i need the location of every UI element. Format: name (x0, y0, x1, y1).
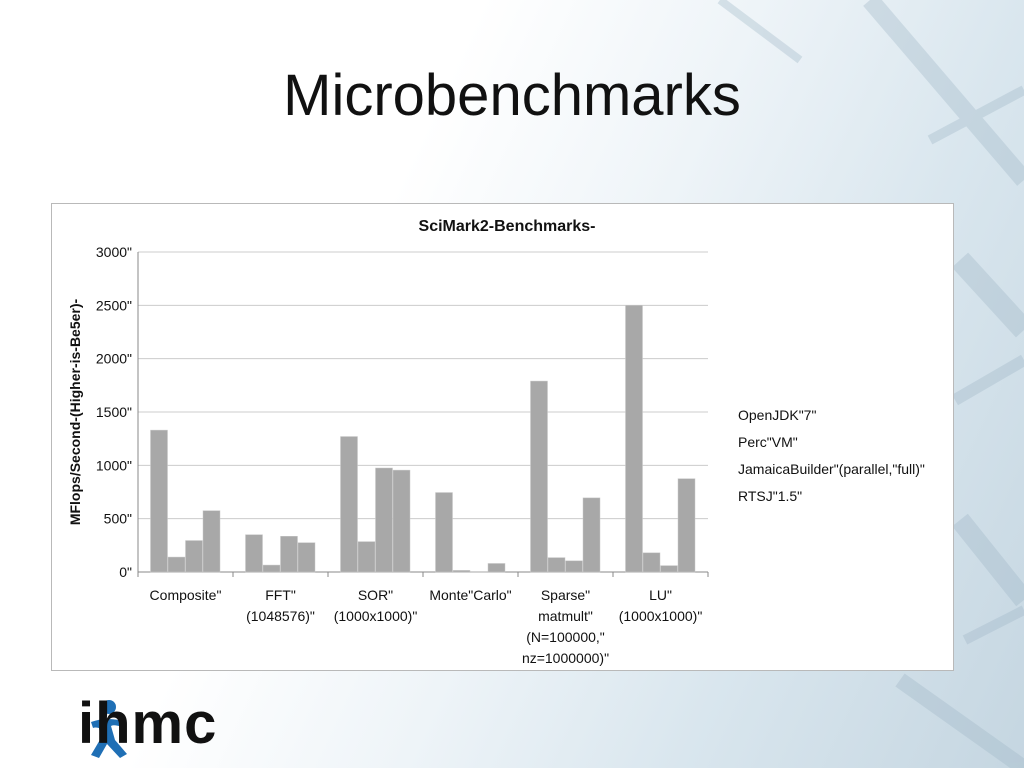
x-category-label-1-line1: (1048576)" (246, 608, 315, 624)
x-category-label-5-line0: LU" (649, 587, 672, 603)
y-tick-label-0: 0" (119, 564, 132, 580)
bar-cat3-series2 (470, 571, 488, 573)
x-category-label-4-line3: nz=1000000)" (522, 650, 609, 666)
logo-text: ihmc (78, 691, 218, 756)
x-category-label-4-line0: Sparse" (541, 587, 590, 603)
y-tick-label-4: 2000" (96, 351, 132, 367)
bar-cat4-series2 (565, 560, 583, 573)
x-category-label-0-line0: Composite" (150, 587, 222, 603)
legend-entry-0: OpenJDK"7" (738, 407, 816, 423)
bar-cat2-series2 (375, 467, 393, 573)
bar-cat5-series2 (660, 565, 678, 573)
y-tick-label-5: 2500" (96, 297, 132, 313)
y-tick-label-1: 500" (104, 511, 132, 527)
bar-chart: SciMark2-Benchmarks- 0" 500" 1000" 1500" 2000… (67, 218, 925, 666)
legend-entry-1: Perc"VM" (738, 434, 798, 450)
bar-cat4-series1 (547, 557, 566, 573)
bar-cat4-series0 (530, 380, 548, 573)
legend-entry-3: RTSJ"1.5" (738, 488, 802, 504)
bar-cat1-series0 (245, 534, 263, 573)
bar-cat2-series3 (392, 469, 411, 573)
bar-cat0-series2 (185, 540, 203, 573)
x-category-label-1-line0: FFT" (265, 587, 296, 603)
bar-cat5-series0 (625, 305, 643, 573)
bar-cat0-series1 (167, 556, 186, 573)
legend-entry-2: JamaicaBuilder"(parallel,"full)" (738, 461, 925, 477)
bar-cat3-series0 (435, 492, 453, 573)
bar-cat2-series0 (340, 436, 358, 573)
bar-cat5-series1 (642, 552, 661, 573)
bar-cat0-series3 (202, 510, 221, 573)
y-axis-label: MFlops/Second-(Higher-is-Be5er)- (67, 298, 83, 525)
bar-cat1-series1 (262, 564, 281, 573)
x-category-label-4-line2: (N=100000," (526, 629, 605, 645)
chart-frame: SciMark2-Benchmarks- 0" 500" 1000" 1500" 2000… (51, 203, 954, 671)
bar-cat3-series3 (487, 563, 506, 573)
y-tick-label-3: 1500" (96, 404, 132, 420)
x-category-label-2-line0: SOR" (358, 587, 393, 603)
x-category-label-3-line0: Monte"Carlo" (429, 587, 511, 603)
running-figure-icon (91, 700, 127, 758)
bar-cat3-series1 (452, 570, 471, 573)
y-tick-label-6: 3000" (96, 244, 132, 260)
x-category-label-2-line1: (1000x1000)" (334, 608, 418, 624)
bar-cat1-series3 (297, 542, 316, 573)
bar-cat0-series0 (150, 429, 168, 573)
x-category-label-5-line1: (1000x1000)" (619, 608, 703, 624)
bar-cat2-series1 (357, 541, 376, 573)
slide-title: Microbenchmarks (283, 63, 741, 128)
y-tick-label-2: 1000" (96, 457, 132, 473)
bar-cat5-series3 (677, 478, 696, 573)
x-category-label-4-line1: matmult" (538, 608, 593, 624)
bar-cat4-series3 (582, 497, 601, 573)
bar-cat1-series2 (280, 536, 298, 573)
chart-title: SciMark2-Benchmarks- (419, 218, 596, 235)
